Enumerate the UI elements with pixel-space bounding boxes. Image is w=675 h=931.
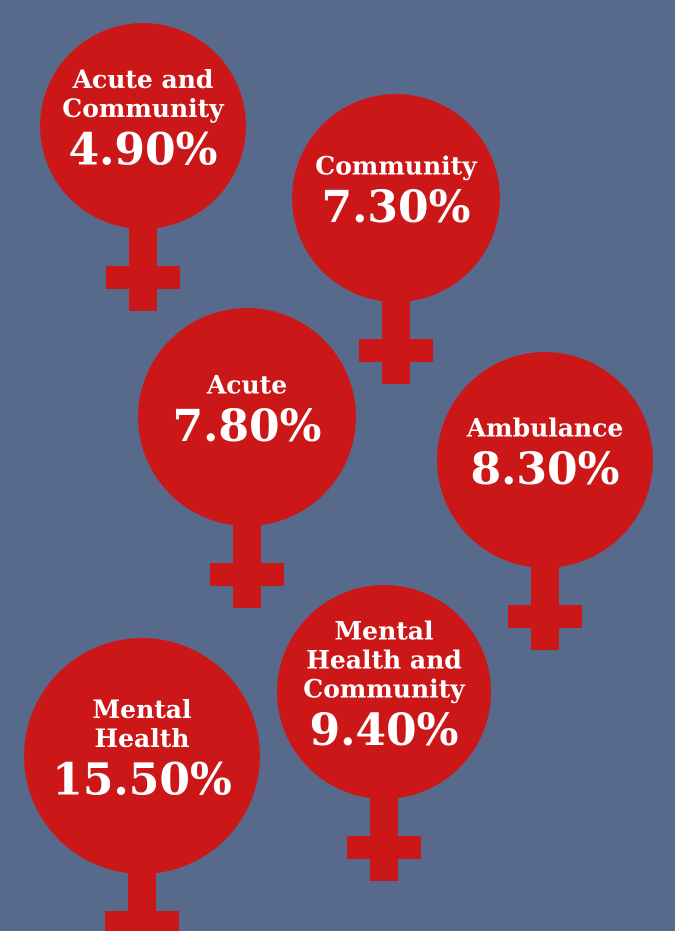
symbol-circle — [24, 638, 260, 874]
symbol-circle — [40, 23, 246, 229]
symbol-circle — [292, 94, 500, 302]
category-label: Acute — [206, 371, 287, 400]
symbol-circle — [277, 585, 491, 799]
symbol-crossbar — [210, 563, 284, 586]
category-label: Ambulance — [466, 414, 624, 443]
symbol-crossbar — [359, 339, 433, 362]
category-label: Community — [62, 94, 225, 123]
percentage-value: 7.80% — [173, 401, 322, 452]
percentage-value: 7.30% — [322, 182, 471, 233]
symbol-stem — [382, 292, 410, 384]
symbol-crossbar — [508, 605, 582, 628]
symbol-stem — [531, 558, 559, 650]
symbol-crossbar — [106, 266, 180, 289]
category-label: Health — [95, 724, 190, 753]
symbol-circle — [138, 308, 356, 526]
percentage-value: 15.50% — [52, 755, 232, 806]
symbol-stem — [370, 789, 398, 881]
symbol-circle — [437, 352, 653, 568]
symbol-crossbar — [347, 836, 421, 859]
category-label: Community — [315, 152, 478, 181]
symbol-crossbar — [105, 911, 179, 931]
category-label: Community — [303, 675, 466, 704]
category-label: Acute and — [72, 65, 214, 94]
symbol-stem — [233, 516, 261, 608]
symbol-stem — [129, 219, 157, 311]
percentage-value: 8.30% — [471, 444, 620, 495]
category-label: Mental — [335, 617, 434, 646]
percentage-value: 9.40% — [310, 705, 459, 756]
percentage-value: 4.90% — [69, 125, 218, 176]
category-label: Health and — [306, 646, 462, 675]
category-label: Mental — [93, 695, 192, 724]
